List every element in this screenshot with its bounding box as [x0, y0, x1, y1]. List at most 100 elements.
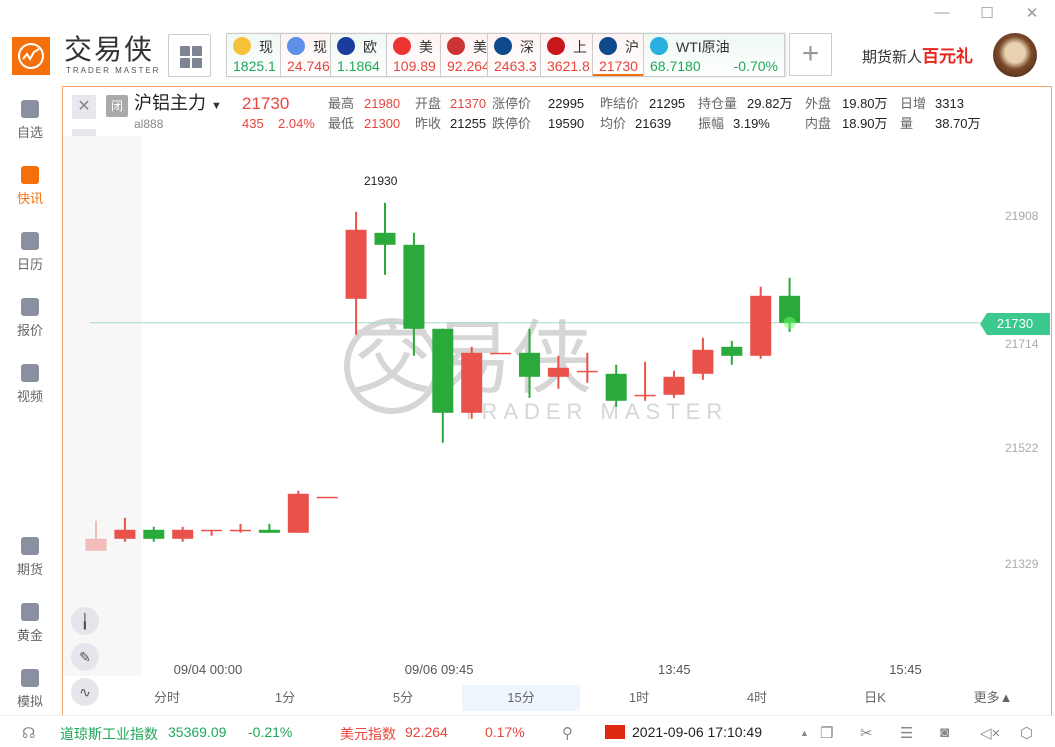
maximize-button[interactable]: ☐ — [980, 5, 994, 22]
ticker-change: -0.70% — [733, 58, 778, 74]
ticker-card[interactable]: 美 92.264 — [440, 33, 490, 77]
close-window-button[interactable]: ✕ — [1025, 5, 1039, 22]
sidebar-item-1[interactable]: 快讯 — [0, 166, 60, 207]
timeframe-tab[interactable]: 15分 — [462, 685, 580, 711]
timeframe-tab[interactable]: 更多▲ — [973, 690, 1013, 705]
indicator-line-icon[interactable]: ∿ — [71, 678, 99, 706]
timeframe-tab[interactable]: 分时 — [153, 690, 180, 705]
candle[interactable] — [547, 355, 569, 389]
timeframe-tab[interactable]: 1分 — [274, 690, 296, 705]
candle[interactable] — [258, 523, 280, 533]
ticker-card[interactable]: 美 109.89 — [386, 33, 442, 77]
candle[interactable] — [663, 370, 685, 398]
promo-banner[interactable]: 期货新人百元礼 — [862, 42, 973, 67]
candle[interactable] — [576, 352, 598, 383]
candle-body — [201, 529, 223, 532]
stat-value: 18.90万 — [842, 116, 888, 131]
ticker-card[interactable]: WTI原油 68.7180 -0.70% — [643, 33, 785, 77]
candle[interactable] — [605, 364, 627, 407]
candle[interactable] — [85, 520, 107, 551]
connection-icon[interactable]: ⚲ — [562, 725, 573, 742]
list-icon[interactable]: ☰ — [900, 725, 914, 742]
candle[interactable] — [692, 337, 714, 380]
timeframe-tab[interactable]: 4时 — [746, 690, 768, 705]
ticker-name: WTI原油 — [676, 39, 730, 55]
sidebar-item-6[interactable]: 黄金 — [0, 603, 60, 644]
timeframe-tab[interactable]: 5分 — [392, 690, 414, 705]
eu-us-flag-icon — [337, 37, 355, 55]
candle[interactable] — [143, 526, 165, 542]
gold-icon — [233, 37, 251, 55]
candle[interactable] — [403, 232, 425, 356]
sidebar-item-0[interactable]: 自选 — [0, 100, 60, 141]
tools-icon[interactable]: ✂ — [860, 725, 873, 742]
instrument-selector[interactable]: 沪铝主力 ▼ — [134, 93, 222, 117]
sidebar-item-7[interactable]: 模拟 — [0, 669, 60, 710]
layout-grid-button[interactable] — [168, 34, 211, 77]
ticker-card[interactable]: 深 2463.3 — [487, 33, 543, 77]
user-avatar[interactable] — [993, 33, 1037, 77]
ticker-price: 1.1864 — [337, 58, 380, 74]
ticker-name: 上 — [573, 39, 587, 55]
up-arrow-icon[interactable]: ▲ — [800, 728, 809, 738]
candle[interactable] — [345, 211, 367, 335]
ticker-name: 欧 — [363, 39, 377, 55]
indicator-candles-icon[interactable]: ╽ — [71, 607, 99, 635]
candle[interactable] — [201, 529, 223, 536]
candle[interactable] — [461, 346, 483, 419]
usd-index-name[interactable]: 美元指数 — [340, 726, 396, 742]
sidebar-item-4[interactable]: 视频 — [0, 364, 60, 405]
stat-label: 昨收 — [415, 116, 442, 131]
candle[interactable] — [374, 202, 396, 275]
candle[interactable] — [172, 526, 194, 542]
candle-body — [605, 373, 627, 401]
ticker-card[interactable]: 上 3621.8 — [540, 33, 594, 77]
candle[interactable] — [114, 517, 136, 542]
sidebar-item-2[interactable]: 日历 — [0, 232, 60, 273]
instrument-name: 沪铝主力 — [134, 93, 206, 113]
add-ticker-button[interactable]: + — [789, 33, 832, 76]
candle-body — [403, 244, 425, 329]
candle-body — [143, 529, 165, 539]
y-tick-label: 21714 — [1005, 337, 1039, 351]
camera-icon[interactable]: ◙ — [940, 724, 950, 741]
draw-pencil-icon[interactable]: ✎ — [71, 643, 99, 671]
candle[interactable] — [230, 523, 251, 533]
stat-label: 内盘 — [805, 116, 832, 131]
stat-value: 21639 — [635, 116, 672, 131]
close-chart-button[interactable]: ✕ — [72, 95, 96, 119]
dow-change: -0.21% — [248, 724, 293, 740]
candle[interactable] — [490, 352, 512, 355]
dow-name[interactable]: 道琼斯工业指数 — [60, 726, 158, 742]
ticker-name: 美 — [419, 39, 433, 55]
candle[interactable] — [432, 328, 454, 443]
ticker-price: 24.746 — [287, 58, 330, 74]
sidebar-item-5[interactable]: 期货 — [0, 537, 60, 578]
candle[interactable] — [287, 490, 309, 533]
x-tick-label: 09/06 09:45 — [404, 662, 474, 677]
timeframe-tab[interactable]: 日K — [864, 690, 886, 705]
mute-icon[interactable]: ◁× — [980, 725, 1001, 742]
oil-icon — [650, 37, 668, 55]
app-brand: 交易侠 — [64, 34, 155, 65]
candle[interactable] — [721, 340, 743, 365]
market-closed-badge: 闭 — [106, 95, 128, 117]
windows-icon[interactable]: ❐ — [820, 725, 834, 742]
ticker-card[interactable]: 现 1825.1 — [226, 33, 282, 77]
ticker-card[interactable]: 欧 1.1864 — [330, 33, 388, 77]
headset-icon[interactable]: ☊ — [22, 725, 36, 742]
ticker-card[interactable]: 沪 21730 — [592, 33, 644, 77]
candle[interactable] — [750, 286, 772, 359]
candle[interactable] — [519, 328, 540, 398]
minimize-button[interactable]: — — [934, 4, 950, 21]
sidebar-item-3[interactable]: 报价 — [0, 298, 60, 339]
candle-body — [114, 529, 136, 539]
stat-label: 开盘 — [415, 96, 442, 111]
candle[interactable] — [316, 496, 338, 499]
ticker-card[interactable]: 现 24.746 — [280, 33, 332, 77]
timeframe-tab[interactable]: 1时 — [628, 690, 650, 705]
candle[interactable] — [634, 361, 656, 401]
x-tick-label: 09/04 00:00 — [173, 662, 243, 677]
settings-icon[interactable]: ⬡ — [1020, 725, 1034, 742]
